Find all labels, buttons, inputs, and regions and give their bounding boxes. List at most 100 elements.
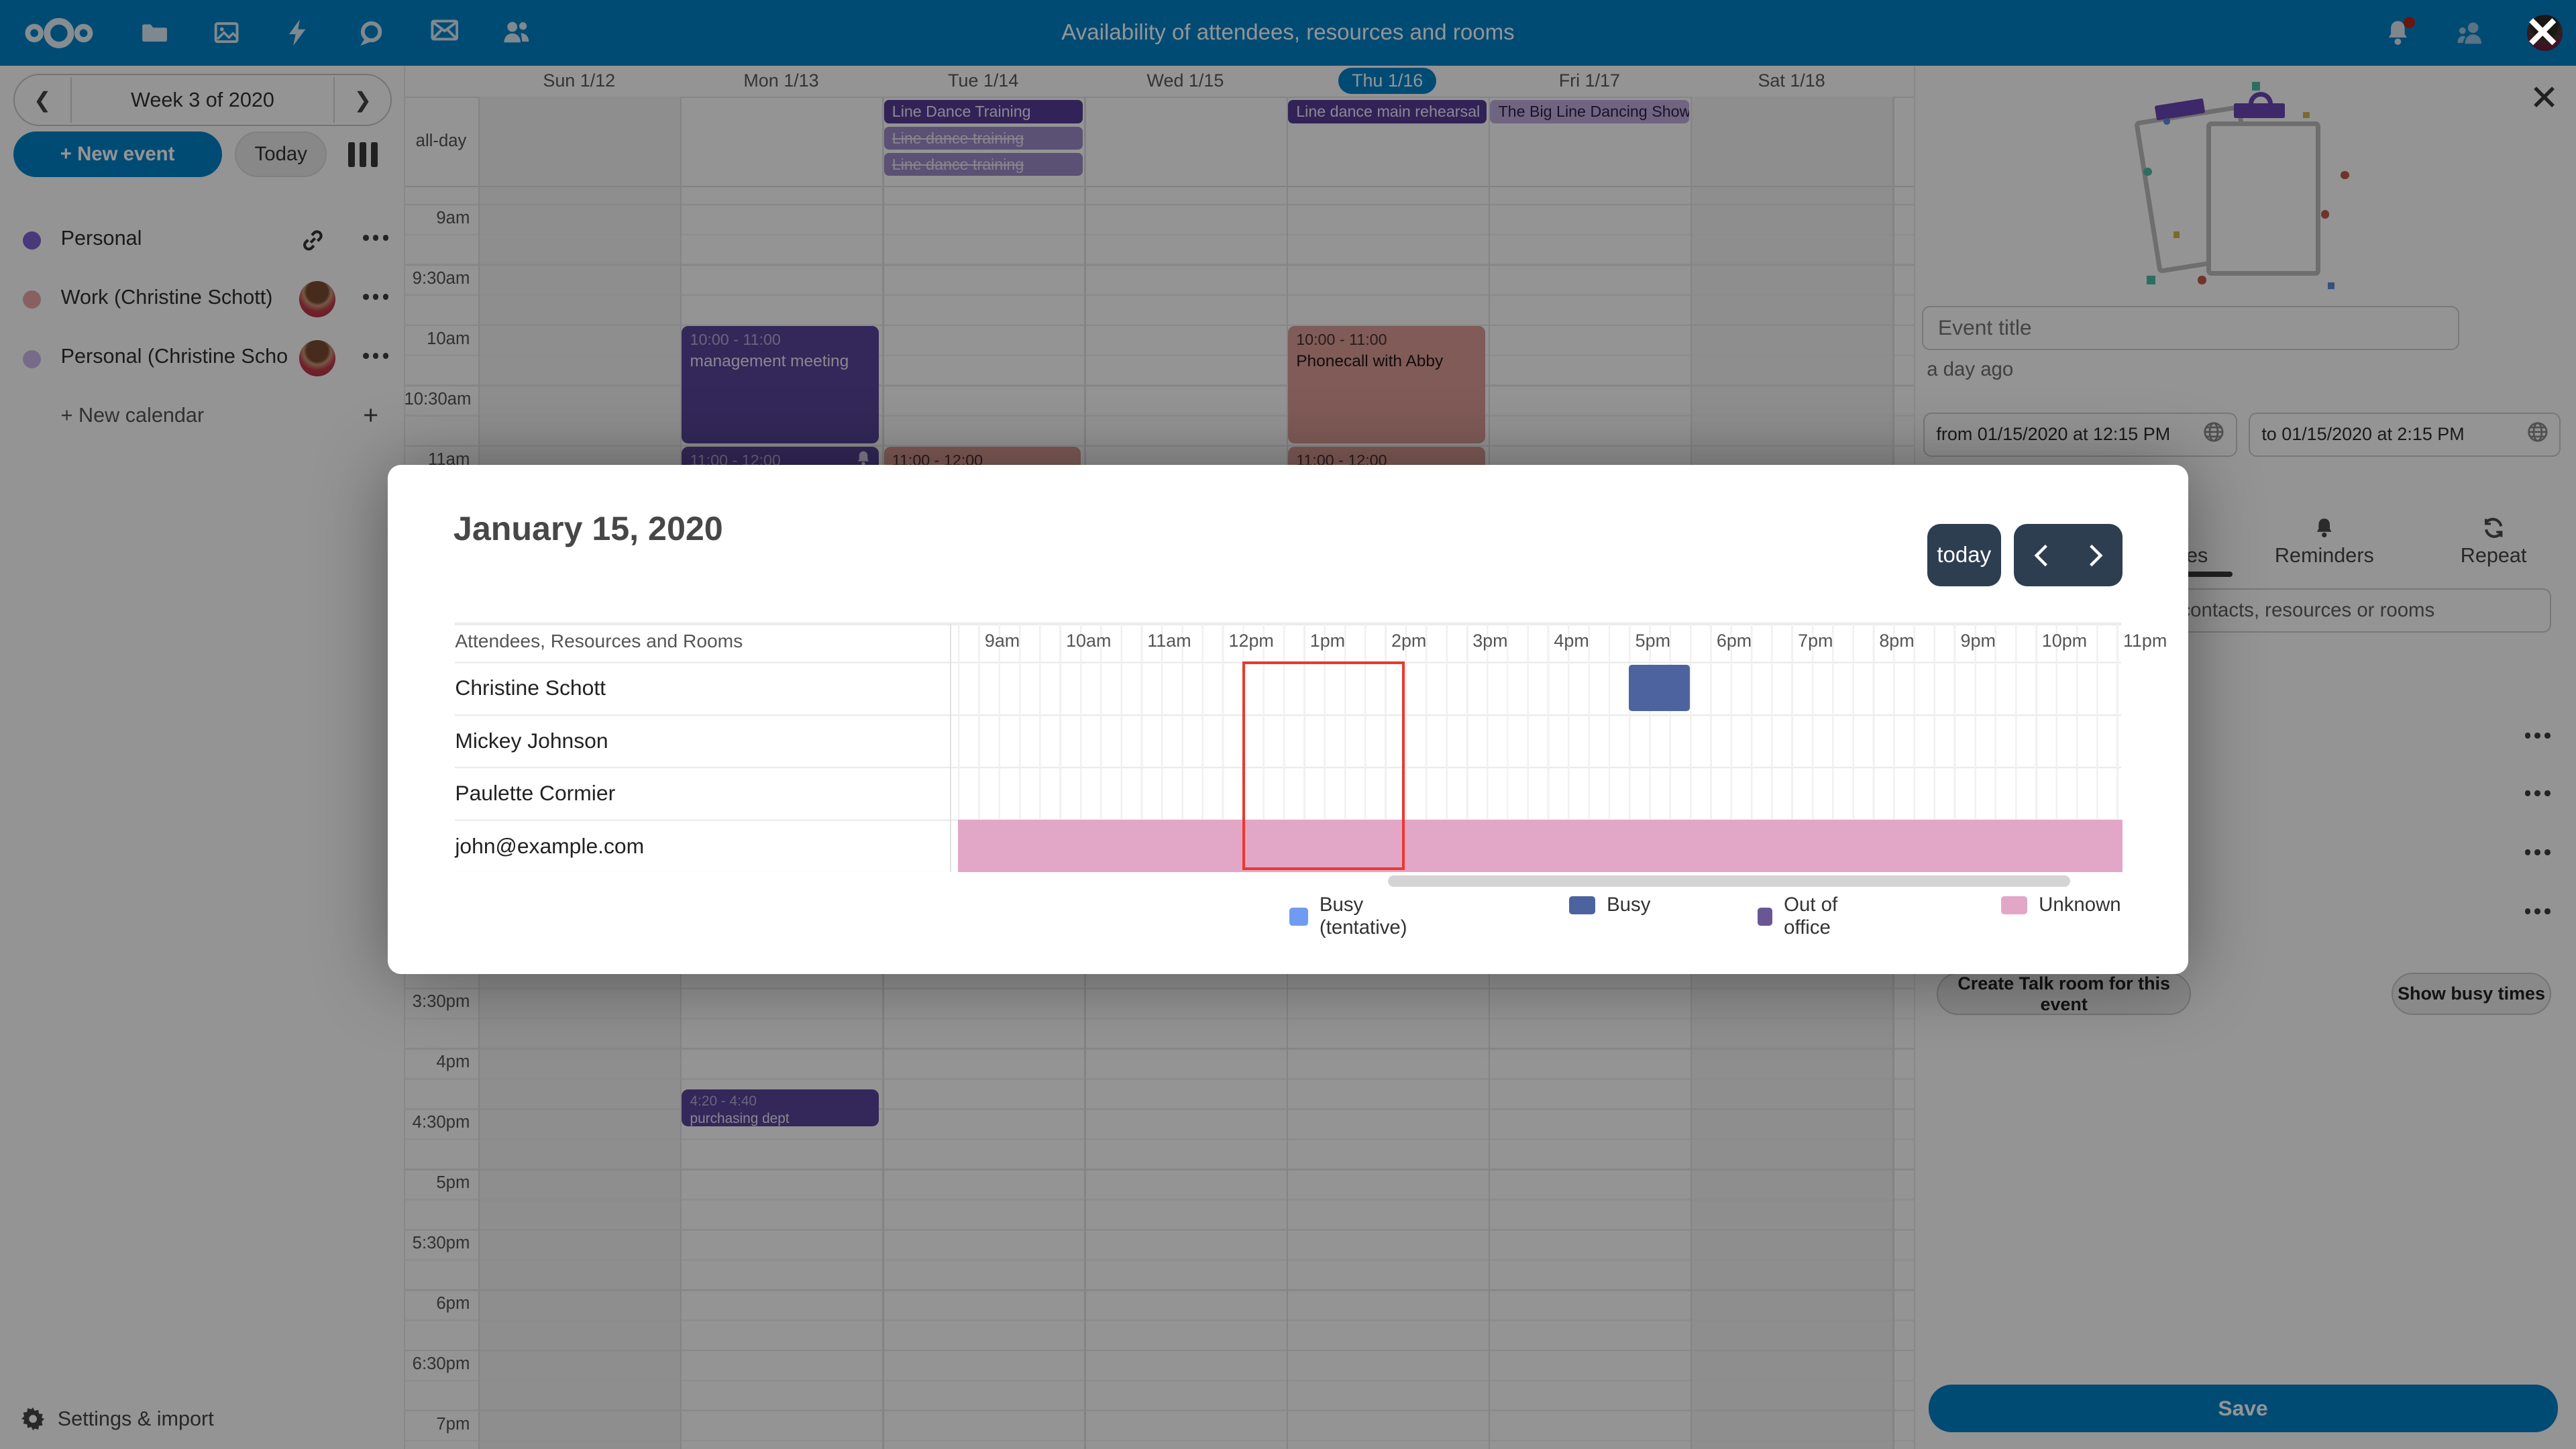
day-header[interactable]: Sat 1/18: [1690, 66, 1892, 97]
time-gutter-label: 3:30pm: [412, 992, 470, 1012]
today-button[interactable]: Today: [235, 131, 327, 178]
event-end-field[interactable]: to 01/15/2020 at 2:15 PM: [2249, 412, 2561, 457]
new-calendar-button[interactable]: + New calendar: [60, 404, 205, 427]
last-modified-label: a day ago: [1927, 358, 2014, 380]
save-button[interactable]: Save: [1928, 1385, 2558, 1433]
calendar-menu-icon[interactable]: [363, 353, 389, 360]
attendees-column-header: Attendees, Resources and Rooms: [455, 630, 743, 651]
day-header[interactable]: Mon 1/13: [680, 66, 882, 97]
column-divider: [1084, 97, 1086, 186]
time-gutter-label: 6:30pm: [412, 1354, 470, 1373]
day-header[interactable]: Fri 1/17: [1489, 66, 1690, 97]
timezone-globe-icon[interactable]: [2527, 421, 2548, 447]
modal-close-icon[interactable]: [2527, 16, 2559, 48]
new-calendar-plus-icon[interactable]: +: [363, 400, 379, 430]
calendar-menu-icon[interactable]: [363, 235, 389, 241]
attendee-menu-icon[interactable]: [2524, 908, 2551, 914]
show-busy-times-button[interactable]: Show busy times: [2392, 972, 2551, 1016]
settings-import-button[interactable]: Settings & import: [21, 1407, 214, 1431]
left-sidebar: ❮ Week 3 of 2020 ❯ + New event Today Per…: [0, 65, 406, 1449]
hour-label: 9pm: [1960, 630, 1996, 651]
legend-swatch: [1568, 896, 1595, 914]
modal-today-button[interactable]: today: [1927, 524, 2001, 587]
notifications-bell-icon[interactable]: [2385, 16, 2416, 46]
selected-time-range[interactable]: [1242, 661, 1405, 871]
hour-label: 2pm: [1391, 630, 1427, 651]
calendar-name: Personal (Christine Scho…: [60, 345, 291, 368]
attendee-menu-icon[interactable]: [2524, 733, 2551, 739]
tab-reminders[interactable]: Reminders: [2251, 517, 2398, 567]
all-day-event[interactable]: Line dance training: [883, 152, 1083, 176]
event-time-label: 10:00 - 11:00: [1296, 330, 1387, 348]
hour-label: 11pm: [2123, 630, 2167, 651]
calendar-name: Work (Christine Schott): [60, 286, 273, 309]
day-header[interactable]: Sun 1/12: [478, 66, 680, 97]
modal-nav-buttons: [2014, 524, 2123, 587]
previous-week-chevron-icon[interactable]: ❮: [33, 87, 52, 112]
calendar-menu-icon[interactable]: [363, 294, 389, 300]
tab-repeat[interactable]: Repeat: [2420, 517, 2567, 567]
calendar-list-item[interactable]: Personal (Christine Scho…: [0, 332, 404, 388]
event-title: purchasing dept: [690, 1110, 790, 1126]
calendar-owner-avatar: [299, 280, 335, 317]
day-header[interactable]: Wed 1/15: [1084, 66, 1286, 97]
contacts-menu-icon[interactable]: [2456, 21, 2484, 46]
next-week-chevron-icon[interactable]: ❯: [354, 87, 372, 112]
day-header-today[interactable]: Thu 1/16: [1287, 66, 1489, 97]
photos-app-icon[interactable]: [213, 19, 239, 46]
day-header-label: Sat 1/18: [1758, 70, 1825, 91]
attendee-row-name: john@example.com: [455, 833, 645, 858]
calendar-color-dot: [23, 290, 42, 309]
view-mode-icon[interactable]: [348, 142, 378, 167]
next-day-chevron-icon[interactable]: [2088, 544, 2103, 567]
time-gutter-label: 9:30am: [412, 268, 470, 288]
all-day-event[interactable]: The Big Line Dancing Show: [1490, 100, 1689, 123]
week-label[interactable]: Week 3 of 2020: [70, 76, 335, 123]
talk-app-icon[interactable]: [358, 19, 384, 46]
column-divider: [478, 97, 480, 186]
calendar-color-dot: [23, 231, 42, 250]
new-event-button[interactable]: + New event: [13, 131, 222, 178]
contacts-app-icon[interactable]: [502, 19, 529, 46]
hour-label: 8pm: [1879, 630, 1915, 651]
all-day-event[interactable]: Line Dance Training: [883, 100, 1083, 123]
create-talk-room-button[interactable]: Create Talk room for this event: [1936, 972, 2192, 1016]
all-day-event[interactable]: Line dance main rehearsal: [1287, 100, 1487, 123]
day-header-label: Sun 1/12: [543, 70, 616, 91]
calendar-event[interactable]: 4:20 - 4:40 purchasing dept: [682, 1089, 879, 1127]
all-day-label: all-day: [415, 131, 467, 151]
files-app-icon[interactable]: [142, 19, 168, 46]
column-divider: [680, 97, 682, 186]
availability-grid[interactable]: [957, 624, 2123, 872]
nextcloud-logo-icon[interactable]: [23, 13, 95, 53]
share-link-icon[interactable]: [301, 228, 325, 253]
attendee-menu-icon[interactable]: [2524, 849, 2551, 855]
timezone-globe-icon[interactable]: [2203, 421, 2224, 447]
calendar-list-item[interactable]: Work (Christine Schott): [0, 273, 404, 329]
legend-label: Unknown: [2039, 894, 2121, 916]
hour-label: 1pm: [1309, 630, 1346, 651]
column-divider: [1286, 97, 1288, 186]
horizontal-scrollbar[interactable]: [1388, 875, 2070, 888]
event-start-field[interactable]: from 01/15/2020 at 12:15 PM: [1923, 412, 2238, 457]
attendee-menu-icon[interactable]: [2524, 790, 2551, 796]
time-gutter-label: 9am: [436, 209, 470, 227]
calendar-event[interactable]: 10:00 - 11:00 Phonecall with Abby: [1287, 325, 1485, 443]
activity-app-icon[interactable]: [286, 19, 312, 46]
day-header-row: Sun 1/12 Mon 1/13 Tue 1/14 Wed 1/15 Thu 1/16…: [404, 65, 1915, 99]
all-day-event[interactable]: Line dance training: [883, 126, 1083, 150]
calendar-event[interactable]: 10:00 - 11:00 management meeting: [682, 325, 879, 443]
mail-app-icon[interactable]: [431, 19, 458, 46]
event-title-input[interactable]: [1921, 305, 2459, 350]
event-illustration: [2112, 82, 2392, 289]
hour-label: 11am: [1147, 630, 1191, 651]
calendar-list-item[interactable]: Personal: [0, 213, 404, 269]
legend-label: Busy (tentative): [1319, 894, 1407, 939]
previous-day-chevron-icon[interactable]: [2034, 544, 2049, 567]
settings-import-label: Settings & import: [57, 1407, 214, 1431]
event-time: 10:00 - 11:00: [690, 329, 871, 351]
legend-item: Out of office: [1758, 894, 1842, 939]
sidebar-close-icon[interactable]: [2531, 84, 2557, 110]
day-header[interactable]: Tue 1/14: [882, 66, 1084, 97]
